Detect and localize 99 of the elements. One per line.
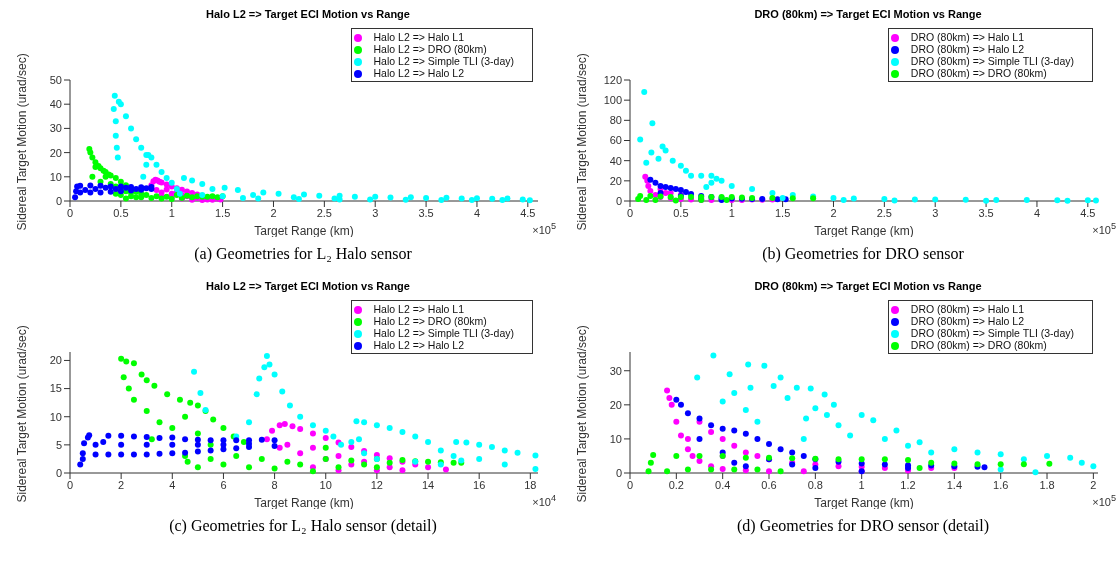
chart-title: DRO (80km) => Target ECI Motion vs Range xyxy=(753,280,983,294)
text: ×10$^{5}$ xyxy=(532,221,556,236)
legend-label: Halo L2 => Simple TLI (3-day) xyxy=(373,55,514,67)
x-tick-label: 4.5 xyxy=(520,206,536,219)
y-tick-label: 10 xyxy=(609,432,622,445)
x-tick-label: 1.8 xyxy=(1039,478,1055,491)
x-axis-title: Target Range (km) xyxy=(254,224,354,238)
chart-title: Halo L2 => Target ECI Motion vs Range xyxy=(205,280,411,294)
x-tick-label: 4 xyxy=(1033,206,1041,219)
legend-label: DRO (80km) => Halo L2 xyxy=(910,315,1025,327)
x-tick-label: 3 xyxy=(372,206,379,219)
x-tick-label: 1.4 xyxy=(946,478,962,491)
x-tick-label: 2.5 xyxy=(876,206,892,219)
chart-title: DRO (80km) => Target ECI Motion vs Range xyxy=(753,8,983,22)
y-tick-label: 0 xyxy=(55,194,62,207)
legend-label: Halo L2 => DRO (80km) xyxy=(373,43,487,55)
x-tick-label: 8 xyxy=(271,478,278,491)
y-tick-label: 20 xyxy=(609,398,622,411)
x-tick-label: 1.5 xyxy=(774,206,791,219)
x-tick-label: 4 xyxy=(169,478,176,491)
legend-label: DRO (80km) => Simple TLI (3-day) xyxy=(910,55,1074,67)
x-tick-label: 1 xyxy=(858,478,865,491)
x-tick-label: 4.5 xyxy=(1080,206,1096,219)
legend-label: DRO (80km) => DRO (80km) xyxy=(910,339,1047,351)
x-tick-label: 1.2 xyxy=(900,478,916,491)
x-tick-label: 6 xyxy=(220,478,227,491)
x-tick-label: 1.5 xyxy=(214,206,231,219)
x-tick-label: 0.2 xyxy=(668,478,684,491)
x-tick-label: 0 xyxy=(66,206,74,219)
x-tick-label: 3 xyxy=(932,206,939,219)
y-tick-label: 100 xyxy=(603,94,622,107)
x-tick-label: 0.6 xyxy=(761,478,777,491)
x-tick-label: 0 xyxy=(626,206,634,219)
y-tick-label: 0 xyxy=(615,466,622,479)
x-tick-label: 2.5 xyxy=(316,206,332,219)
legend-label: Halo L2 => Halo L2 xyxy=(373,339,465,351)
legend-label: DRO (80km) => DRO (80km) xyxy=(910,67,1047,79)
x-tick-label: 18 xyxy=(524,478,537,491)
x-tick-label: 0.8 xyxy=(807,478,823,491)
text: (a) Geometries for L₂ Halo sensor xyxy=(193,245,413,263)
y-axis-title: Sidereal Target Motion (urad/sec) xyxy=(575,325,590,503)
x-tick-label: 2 xyxy=(1090,478,1097,491)
text: (c) Geometries for L₂ Halo sensor (detail) xyxy=(168,517,438,535)
x-axis-title: Target Range (km) xyxy=(254,496,354,510)
legend-label: Halo L2 => Halo L1 xyxy=(373,303,465,315)
y-tick-label: 50 xyxy=(49,73,62,86)
x-tick-label: 16 xyxy=(473,478,486,491)
x-tick-label: 4 xyxy=(473,206,481,219)
legend-label: Halo L2 => Halo L2 xyxy=(373,67,465,79)
y-tick-label: 120 xyxy=(603,73,622,86)
x-tick-label: 1 xyxy=(168,206,175,219)
x-tick-label: 0.5 xyxy=(113,206,129,219)
x-tick-label: 2 xyxy=(270,206,277,219)
y-tick-label: 20 xyxy=(49,146,62,159)
y-tick-label: 60 xyxy=(609,134,622,147)
legend-label: Halo L2 => Halo L1 xyxy=(373,31,465,43)
y-tick-label: 0 xyxy=(615,194,622,207)
legend-label: DRO (80km) => Halo L2 xyxy=(910,43,1025,55)
y-axis-title: Sidereal Target Motion (urad/sec) xyxy=(15,53,30,231)
y-tick-label: 20 xyxy=(609,174,622,187)
y-tick-label: 10 xyxy=(49,170,62,183)
text: (d) Geometries for DRO sensor (detail) xyxy=(736,517,990,535)
text: ×10$^{5}$ xyxy=(1092,221,1116,236)
x-tick-label: 1 xyxy=(728,206,735,219)
x-tick-label: 14 xyxy=(421,478,435,491)
y-tick-label: 20 xyxy=(49,354,62,367)
text: ×10$^{4}$ xyxy=(532,493,556,508)
y-axis-title: Sidereal Target Motion (urad/sec) xyxy=(15,325,30,503)
y-tick-label: 0 xyxy=(55,466,62,479)
x-tick-label: 0.4 xyxy=(715,478,731,491)
x-tick-label: 2 xyxy=(118,478,125,491)
x-tick-label: 0 xyxy=(626,478,634,491)
x-tick-label: 12 xyxy=(370,478,384,491)
x-axis-title: Target Range (km) xyxy=(814,496,914,510)
text: (b) Geometries for DRO sensor xyxy=(761,245,965,263)
x-tick-label: 0 xyxy=(66,478,74,491)
x-axis-title: Target Range (km) xyxy=(814,224,914,238)
x-tick-label: 3.5 xyxy=(978,206,994,219)
y-tick-label: 40 xyxy=(49,98,62,111)
y-tick-label: 10 xyxy=(49,410,62,423)
y-tick-label: 40 xyxy=(609,154,622,167)
legend-label: DRO (80km) => Simple TLI (3-day) xyxy=(910,327,1074,339)
x-tick-label: 1.6 xyxy=(993,478,1009,491)
y-tick-label: 30 xyxy=(609,364,622,377)
x-tick-label: 0.5 xyxy=(673,206,689,219)
chart-title: Halo L2 => Target ECI Motion vs Range xyxy=(205,8,411,22)
legend-label: Halo L2 => DRO (80km) xyxy=(373,315,487,327)
y-tick-label: 80 xyxy=(609,114,622,127)
legend-label: DRO (80km) => Halo L1 xyxy=(910,31,1025,43)
y-tick-label: 30 xyxy=(49,122,62,135)
legend-label: Halo L2 => Simple TLI (3-day) xyxy=(373,327,514,339)
x-tick-label: 10 xyxy=(319,478,332,491)
y-tick-label: 15 xyxy=(49,382,62,395)
y-axis-title: Sidereal Target Motion (urad/sec) xyxy=(575,53,590,231)
legend-label: DRO (80km) => Halo L1 xyxy=(910,303,1025,315)
text: ×10$^{5}$ xyxy=(1092,493,1116,508)
x-tick-label: 3.5 xyxy=(418,206,434,219)
y-tick-label: 5 xyxy=(55,438,62,451)
x-tick-label: 2 xyxy=(830,206,837,219)
